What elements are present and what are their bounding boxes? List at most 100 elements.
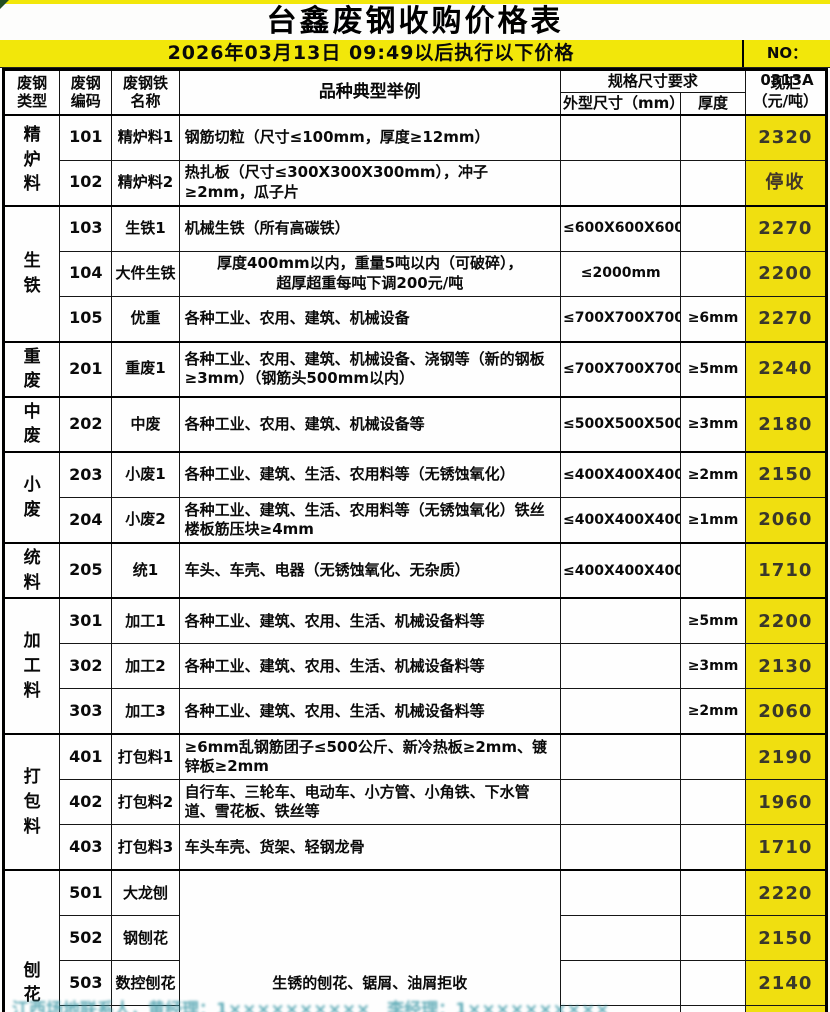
cell-price: 2060 <box>744 688 828 735</box>
cell-example: 钢筋切粒（尺寸≤100mm，厚度≥12mm） <box>178 113 562 161</box>
cell-thickness: ≥5mm <box>680 597 746 645</box>
top-accent-strip <box>0 0 830 4</box>
category-cell: 生 铁 <box>2 204 61 342</box>
cell-example: 热扎板（尺寸≤300X300X300mm），冲子≥2mm，瓜子片 <box>178 159 562 206</box>
cell-thickness <box>680 733 746 781</box>
price-row-203: 小 废 203 小废1 各种工业、建筑、生活、农用料等（无锈蚀氧化） ≤400X400X… <box>2 451 828 544</box>
price-row-502: 502 钢刨花 2150 <box>4 915 828 962</box>
cell-size: ≤600X600X600 <box>559 204 682 252</box>
cell-code: 502 <box>59 915 113 962</box>
sheet-number: NO：0313A <box>742 40 830 89</box>
cell-example: ≥6mm乱钢筋团子≤500公斤、新冷热板≥2mm、镀锌板≥2mm <box>178 733 562 781</box>
col-header-size: 外型尺寸（mm） <box>559 91 682 116</box>
col-header-price: 现汇 （元/吨） <box>744 69 828 115</box>
cell-code: 302 <box>59 643 113 690</box>
cell-example: 各种工业、建筑、生活、农用料等（无锈蚀氧化）铁丝楼板筋压块≥4mm <box>178 497 562 544</box>
cell-code: 501 <box>59 869 113 917</box>
cell-size <box>559 688 682 735</box>
cell-name: 普通刨花 <box>111 1005 180 1012</box>
category-cell: 重 废 <box>2 340 61 398</box>
price-table: 废钢 类型 废钢 编码 废钢铁 名称 品种典型举例 规格尺寸要求 现汇 （元/吨… <box>2 68 828 1012</box>
cell-size <box>559 915 682 962</box>
cell-size: ≤700X700X700 <box>559 340 682 398</box>
cell-code: 102 <box>59 159 113 206</box>
cell-size: ≤400X400X400 <box>559 451 682 499</box>
cell-size <box>559 869 682 917</box>
category-cell: 小 废 <box>2 451 61 544</box>
cell-example: 各种工业、建筑、农用、生活、机械设备料等 <box>178 597 562 645</box>
cell-code: 301 <box>59 597 113 645</box>
cell-price: 2320 <box>744 113 828 161</box>
cell-thickness: ≥2mm <box>680 688 746 735</box>
price-row-501: 刨 花 501 大龙刨 生锈的刨花、锯屑、油屑拒收 2220 <box>2 869 828 1012</box>
price-row-204: 204 小废2 各种工业、建筑、生活、农用料等（无锈蚀氧化）铁丝楼板筋压块≥4mm ≤… <box>4 497 828 544</box>
price-row-101: 精 炉 料 101 精炉料1 钢筋切粒（尺寸≤100mm，厚度≥12mm） 2320 <box>2 113 828 206</box>
cell-price: 停收 <box>744 159 828 206</box>
cell-thickness <box>680 824 746 871</box>
effective-datetime: 2026年03月13日 09:49以后执行以下价格 <box>167 42 575 64</box>
cell-name: 优重 <box>111 295 180 342</box>
category-cell: 精 炉 料 <box>2 113 61 206</box>
cell-size: ≤500X500X500 <box>559 395 682 453</box>
cell-code: 401 <box>59 733 113 781</box>
cell-name: 打包料3 <box>111 824 180 871</box>
cell-thickness: ≥2mm <box>680 451 746 499</box>
cell-size <box>559 960 682 1007</box>
category-cell: 打 包 料 <box>2 733 61 871</box>
cell-code: 504 <box>59 1005 113 1012</box>
cell-name: 大件生铁 <box>111 250 180 297</box>
cell-name: 钢刨花 <box>111 915 180 962</box>
cell-thickness <box>680 159 746 206</box>
cell-name: 生铁1 <box>111 204 180 252</box>
cell-code: 303 <box>59 688 113 735</box>
price-row-201: 重 废 201 重废1 各种工业、农用、建筑、机械设备、浇钢等（新的钢板≥3mm）（钢… <box>2 340 828 398</box>
cell-example: 车头、车壳、电器（无锈蚀氧化、无杂质） <box>178 542 562 599</box>
cell-example-merged: 生锈的刨花、锯屑、油屑拒收 <box>178 869 562 1012</box>
category-cell: 加 工 料 <box>2 597 61 735</box>
price-row-202: 中 废 202 中废 各种工业、农用、建筑、机械设备等 ≤500X500X500 ≥3mm… <box>2 395 828 453</box>
cell-price: 2270 <box>744 204 828 252</box>
cell-size <box>559 643 682 690</box>
cell-price: 2200 <box>744 597 828 645</box>
cell-thickness <box>680 779 746 826</box>
cell-name: 数控刨花 <box>111 960 180 1007</box>
col-header-type: 废钢 类型 <box>2 69 61 115</box>
price-row-303: 303 加工3 各种工业、建筑、农用、生活、机械设备料等 ≥2mm 2060 <box>4 688 828 735</box>
page-title: 台鑫废钢收购价格表 <box>266 4 564 39</box>
category-cell: 统 料 <box>2 542 61 599</box>
price-row-302: 302 加工2 各种工业、建筑、农用、生活、机械设备料等 ≥3mm 2130 <box>4 643 828 690</box>
price-row-102: 102 精炉料2 热扎板（尺寸≤300X300X300mm），冲子≥2mm，瓜子片 停… <box>4 159 828 206</box>
cell-thickness <box>680 204 746 252</box>
cell-price: 2150 <box>744 915 828 962</box>
cell-name: 小废1 <box>111 451 180 499</box>
price-row-205: 统 料 205 统1 车头、车壳、电器（无锈蚀氧化、无杂质） ≤400X400X400 1… <box>2 542 828 599</box>
cell-name: 加工1 <box>111 597 180 645</box>
cell-name: 大龙刨 <box>111 869 180 917</box>
date-bar: 2026年03月13日 09:49以后执行以下价格 NO：0313A <box>0 40 830 89</box>
cell-price: 1710 <box>744 824 828 871</box>
cell-price: 2200 <box>744 250 828 297</box>
cell-code: 205 <box>59 542 113 599</box>
cell-name: 打包料1 <box>111 733 180 781</box>
cell-name: 小废2 <box>111 497 180 544</box>
cell-name: 加工2 <box>111 643 180 690</box>
cell-code: 105 <box>59 295 113 342</box>
category-cell: 中 废 <box>2 395 61 453</box>
header-row-2: 外型尺寸（mm） 厚度 <box>4 91 827 116</box>
cell-size <box>559 159 682 206</box>
cell-thickness <box>680 1005 746 1012</box>
category-cell: 刨 花 <box>2 869 61 1012</box>
cell-thickness: ≥5mm <box>680 340 746 398</box>
cell-price: 2240 <box>744 340 828 398</box>
cell-example: 各种工业、农用、建筑、机械设备等 <box>178 395 562 453</box>
cell-price: 1710 <box>744 542 828 599</box>
price-row-504: 504普通刨花 2080 <box>4 1005 828 1012</box>
cell-price: 2060 <box>744 497 828 544</box>
cell-code: 104 <box>59 250 113 297</box>
cell-code: 402 <box>59 779 113 826</box>
cell-thickness <box>680 869 746 917</box>
cell-size: ≤400X400X400 <box>559 497 682 544</box>
cell-price: 1960 <box>744 779 828 826</box>
cell-thickness <box>680 960 746 1007</box>
cell-code: 201 <box>59 340 113 398</box>
